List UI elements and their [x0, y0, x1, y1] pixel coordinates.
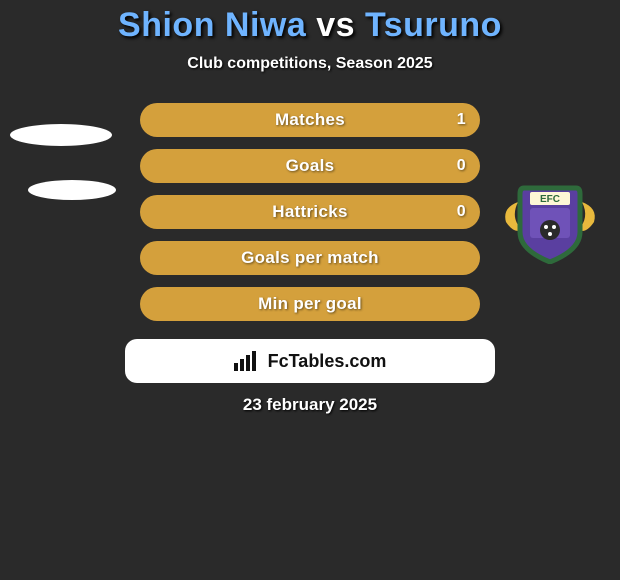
subtitle: Club competitions, Season 2025: [0, 55, 620, 73]
player-a-name: Shion Niwa: [118, 6, 306, 44]
crest-banner-text: EFC: [540, 194, 560, 205]
stat-row-goals: Goals 0: [140, 149, 480, 183]
bar-chart-icon: [234, 351, 260, 371]
stat-label: Matches: [275, 110, 345, 130]
stat-label: Goals per match: [241, 248, 379, 268]
stat-value-right: 1: [457, 111, 466, 129]
stat-label: Min per goal: [258, 294, 362, 314]
vs-separator: vs: [306, 6, 365, 44]
player-a-placeholder-icon: [10, 124, 112, 146]
stat-value-right: 0: [457, 157, 466, 175]
player-a-club-placeholder-icon: [28, 180, 116, 200]
stat-label: Goals: [286, 156, 335, 176]
stat-row-hattricks: Hattricks 0: [140, 195, 480, 229]
stat-value-right: 0: [457, 203, 466, 221]
player-b-name: Tsuruno: [365, 6, 502, 44]
page-title: Shion Niwa vs Tsuruno: [0, 6, 620, 45]
branding-badge: FcTables.com: [125, 339, 495, 383]
club-crest-icon: EFC: [500, 178, 600, 264]
branding-text: FcTables.com: [268, 351, 387, 372]
stat-row-goals-per-match: Goals per match: [140, 241, 480, 275]
footer-date: 23 february 2025: [0, 395, 620, 415]
stat-label: Hattricks: [272, 202, 347, 222]
stat-row-min-per-goal: Min per goal: [140, 287, 480, 321]
stat-row-matches: Matches 1: [140, 103, 480, 137]
